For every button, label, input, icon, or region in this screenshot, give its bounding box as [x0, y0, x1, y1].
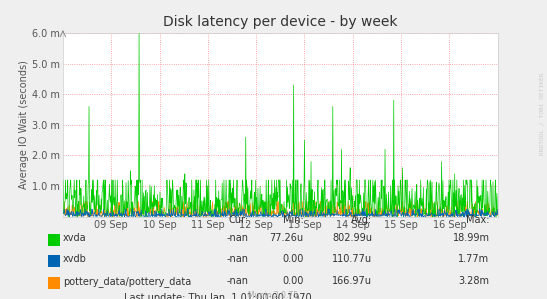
- Text: 18.99m: 18.99m: [452, 233, 490, 243]
- Text: 1.77m: 1.77m: [458, 254, 490, 264]
- Text: 0.00: 0.00: [282, 254, 304, 264]
- Y-axis label: Average IO Wait (seconds): Average IO Wait (seconds): [19, 60, 30, 189]
- Text: Avg:: Avg:: [351, 215, 372, 225]
- Text: xvda: xvda: [63, 233, 86, 243]
- Title: Disk latency per device - by week: Disk latency per device - by week: [163, 15, 398, 29]
- Text: 0.00: 0.00: [282, 276, 304, 286]
- Text: Min:: Min:: [283, 215, 304, 225]
- Text: 77.26u: 77.26u: [270, 233, 304, 243]
- Text: Max:: Max:: [466, 215, 490, 225]
- Text: Munin 2.0.75: Munin 2.0.75: [248, 291, 299, 299]
- Text: pottery_data/pottery_data: pottery_data/pottery_data: [63, 276, 191, 287]
- Text: -nan: -nan: [227, 254, 249, 264]
- Text: -nan: -nan: [227, 276, 249, 286]
- Text: 110.77u: 110.77u: [332, 254, 372, 264]
- Text: RRDTOOL / TOBI OETIKER: RRDTOOL / TOBI OETIKER: [539, 72, 544, 155]
- Text: Last update: Thu Jan  1 01:00:00 1970: Last update: Thu Jan 1 01:00:00 1970: [124, 293, 312, 299]
- Text: Cur:: Cur:: [229, 215, 249, 225]
- Text: 802.99u: 802.99u: [332, 233, 372, 243]
- Text: 166.97u: 166.97u: [332, 276, 372, 286]
- Text: xvdb: xvdb: [63, 254, 87, 264]
- Text: 3.28m: 3.28m: [458, 276, 490, 286]
- Text: -nan: -nan: [227, 233, 249, 243]
